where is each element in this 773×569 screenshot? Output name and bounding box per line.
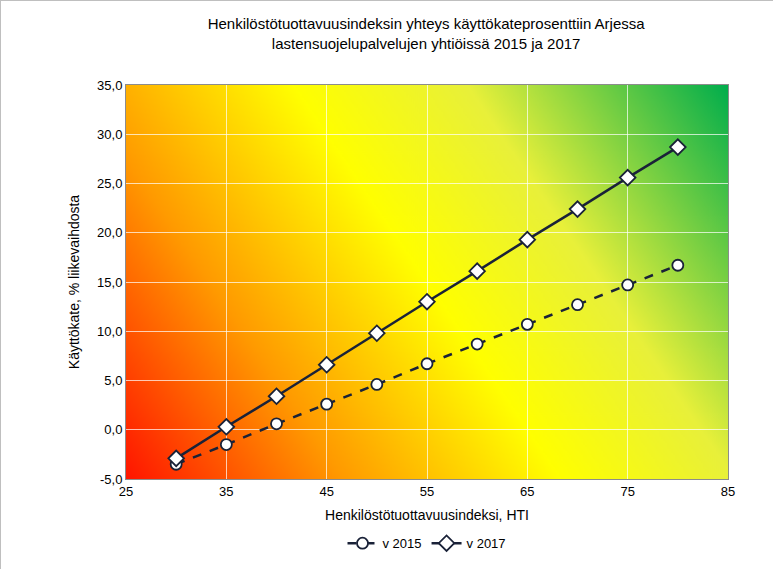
svg-text:0,0: 0,0 — [104, 422, 122, 437]
svg-text:25: 25 — [119, 484, 133, 499]
svg-text:45: 45 — [319, 484, 333, 499]
svg-text:10,0: 10,0 — [97, 324, 122, 339]
svg-text:-5,0: -5,0 — [100, 472, 122, 487]
svg-text:Henkilöstötuottavuusindeksi, H: Henkilöstötuottavuusindeksi, HTI — [325, 507, 529, 523]
svg-text:Käyttökate, % liikevaihdosta: Käyttökate, % liikevaihdosta — [66, 195, 82, 370]
svg-text:30,0: 30,0 — [97, 127, 122, 142]
svg-text:15,0: 15,0 — [97, 275, 122, 290]
svg-text:65: 65 — [520, 484, 534, 499]
svg-text:35: 35 — [219, 484, 233, 499]
svg-text:35,0: 35,0 — [97, 78, 122, 93]
svg-text:5,0: 5,0 — [104, 373, 122, 388]
svg-text:v 2015: v 2015 — [383, 536, 422, 551]
svg-text:25,0: 25,0 — [97, 176, 122, 191]
svg-text:20,0: 20,0 — [97, 225, 122, 240]
svg-text:85: 85 — [721, 484, 735, 499]
svg-text:v 2017: v 2017 — [467, 536, 506, 551]
svg-text:Henkilöstötuottavuusindeksin y: Henkilöstötuottavuusindeksin yhteys käyt… — [208, 15, 646, 52]
svg-text:55: 55 — [420, 484, 434, 499]
svg-text:75: 75 — [620, 484, 634, 499]
